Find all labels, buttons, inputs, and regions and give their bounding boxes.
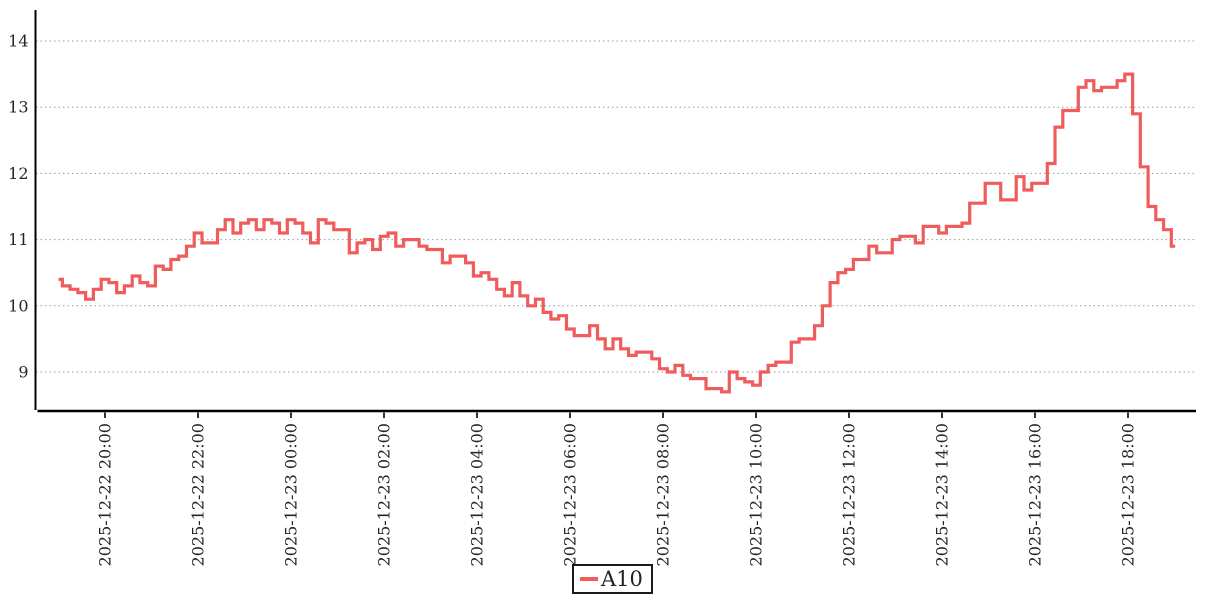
y-axis-tick-label: 11 (8, 230, 28, 249)
x-axis-tick-label: 2025-12-23 02:00 (375, 423, 394, 566)
x-axis-tick-label: 2025-12-23 12:00 (840, 423, 859, 566)
x-axis-tick-label: 2025-12-23 16:00 (1026, 423, 1045, 566)
y-axis-tick-label: 9 (18, 363, 28, 382)
y-axis-tick-label: 14 (8, 32, 28, 51)
x-axis-tick-label: 2025-12-23 04:00 (468, 423, 487, 566)
x-axis-tick-label: 2025-12-23 10:00 (747, 423, 766, 566)
x-axis-tick-label: 2025-12-23 08:00 (654, 423, 673, 566)
x-axis-tick-label: 2025-12-23 14:00 (933, 423, 952, 566)
y-axis-tick-label: 13 (8, 98, 28, 117)
legend-line-swatch (580, 577, 598, 581)
x-axis-tick-label: 2025-12-22 20:00 (96, 423, 115, 566)
legend-series-label: A10 (601, 566, 643, 591)
x-axis-tick-label: 2025-12-23 06:00 (561, 423, 580, 566)
x-axis-tick-label: 2025-12-23 00:00 (282, 423, 301, 566)
x-axis-tick-label: 2025-12-22 22:00 (189, 423, 208, 566)
y-axis-tick-label: 10 (8, 296, 28, 315)
series-line-a10 (58, 72, 1176, 394)
y-axis-tick-label: 12 (8, 164, 28, 183)
x-axis-tick-label: 2025-12-23 18:00 (1119, 423, 1138, 566)
legend: A10 (572, 564, 653, 594)
